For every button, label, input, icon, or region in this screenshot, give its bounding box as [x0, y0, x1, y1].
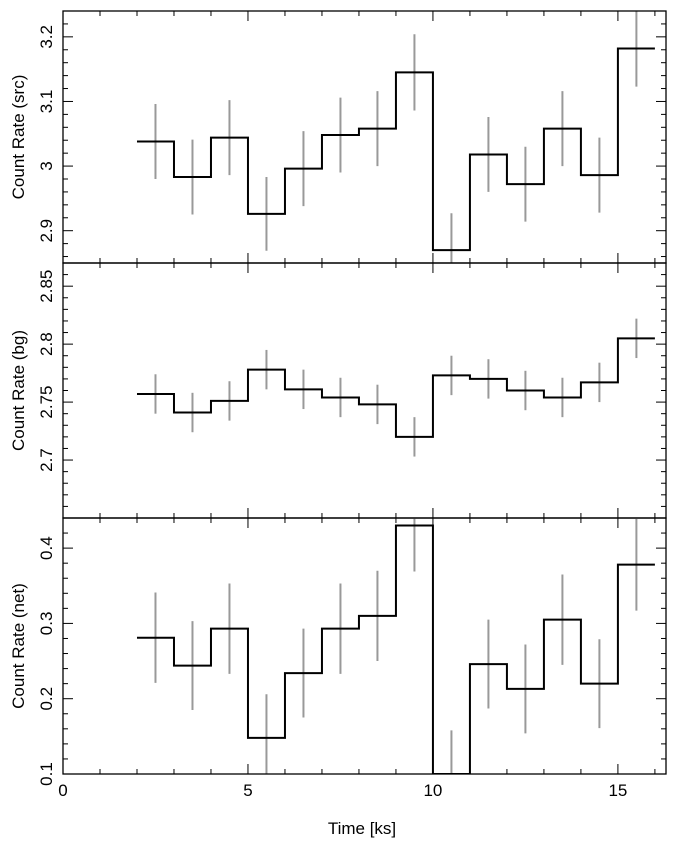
y-tick-label: 2.9 [37, 219, 56, 243]
x-tick-label: 0 [58, 781, 67, 800]
y-tick-label: 2.7 [37, 448, 56, 472]
y-axis-label-src: Count Rate (src) [9, 75, 28, 200]
y-tick-label: 0.2 [37, 687, 56, 711]
panel-frame [62, 517, 667, 775]
panel-src-marks [136, 11, 655, 263]
x-tick-label: 10 [423, 781, 442, 800]
y-axis-label-bg: Count Rate (bg) [9, 330, 28, 451]
y-tick-label: 3 [37, 161, 56, 170]
y-tick-label: 2.8 [37, 332, 56, 356]
y-tick-label: 0.3 [37, 612, 56, 636]
y-tick-label: 2.75 [37, 386, 56, 419]
step-line-bg [136, 337, 655, 438]
step-line-net [136, 524, 655, 774]
step-line-src [136, 47, 655, 252]
y-tick-label: 0.1 [37, 762, 56, 786]
x-axis-label: Time [ks] [328, 819, 396, 838]
panel-net-marks [136, 518, 655, 774]
panel-frame [62, 262, 667, 519]
x-tick-label: 5 [243, 781, 252, 800]
y-axis-label-net: Count Rate (net) [9, 583, 28, 709]
panel-bg: 2.7 2.75 2.8 2.85 Count Rate (bg) [9, 262, 667, 519]
y-tick-label: 3.1 [37, 90, 56, 114]
panel-src: 2.9 3 3.1 3.2 Count Rate (src) [9, 10, 667, 264]
panel-frame [62, 10, 667, 264]
panels-layer: 2.9 3 3.1 3.2 Count Rate (src) 2.7 2.75 2.8 2.85… [9, 10, 667, 800]
panel-net: 0.1 0.2 0.3 0.4 Count Rate (net) [9, 517, 667, 786]
x-tick-label: 15 [608, 781, 627, 800]
y-tick-label: 3.2 [37, 25, 56, 49]
panel-bg-marks [136, 318, 655, 457]
y-tick-label: 2.85 [37, 270, 56, 303]
y-tick-label: 0.4 [37, 536, 56, 560]
